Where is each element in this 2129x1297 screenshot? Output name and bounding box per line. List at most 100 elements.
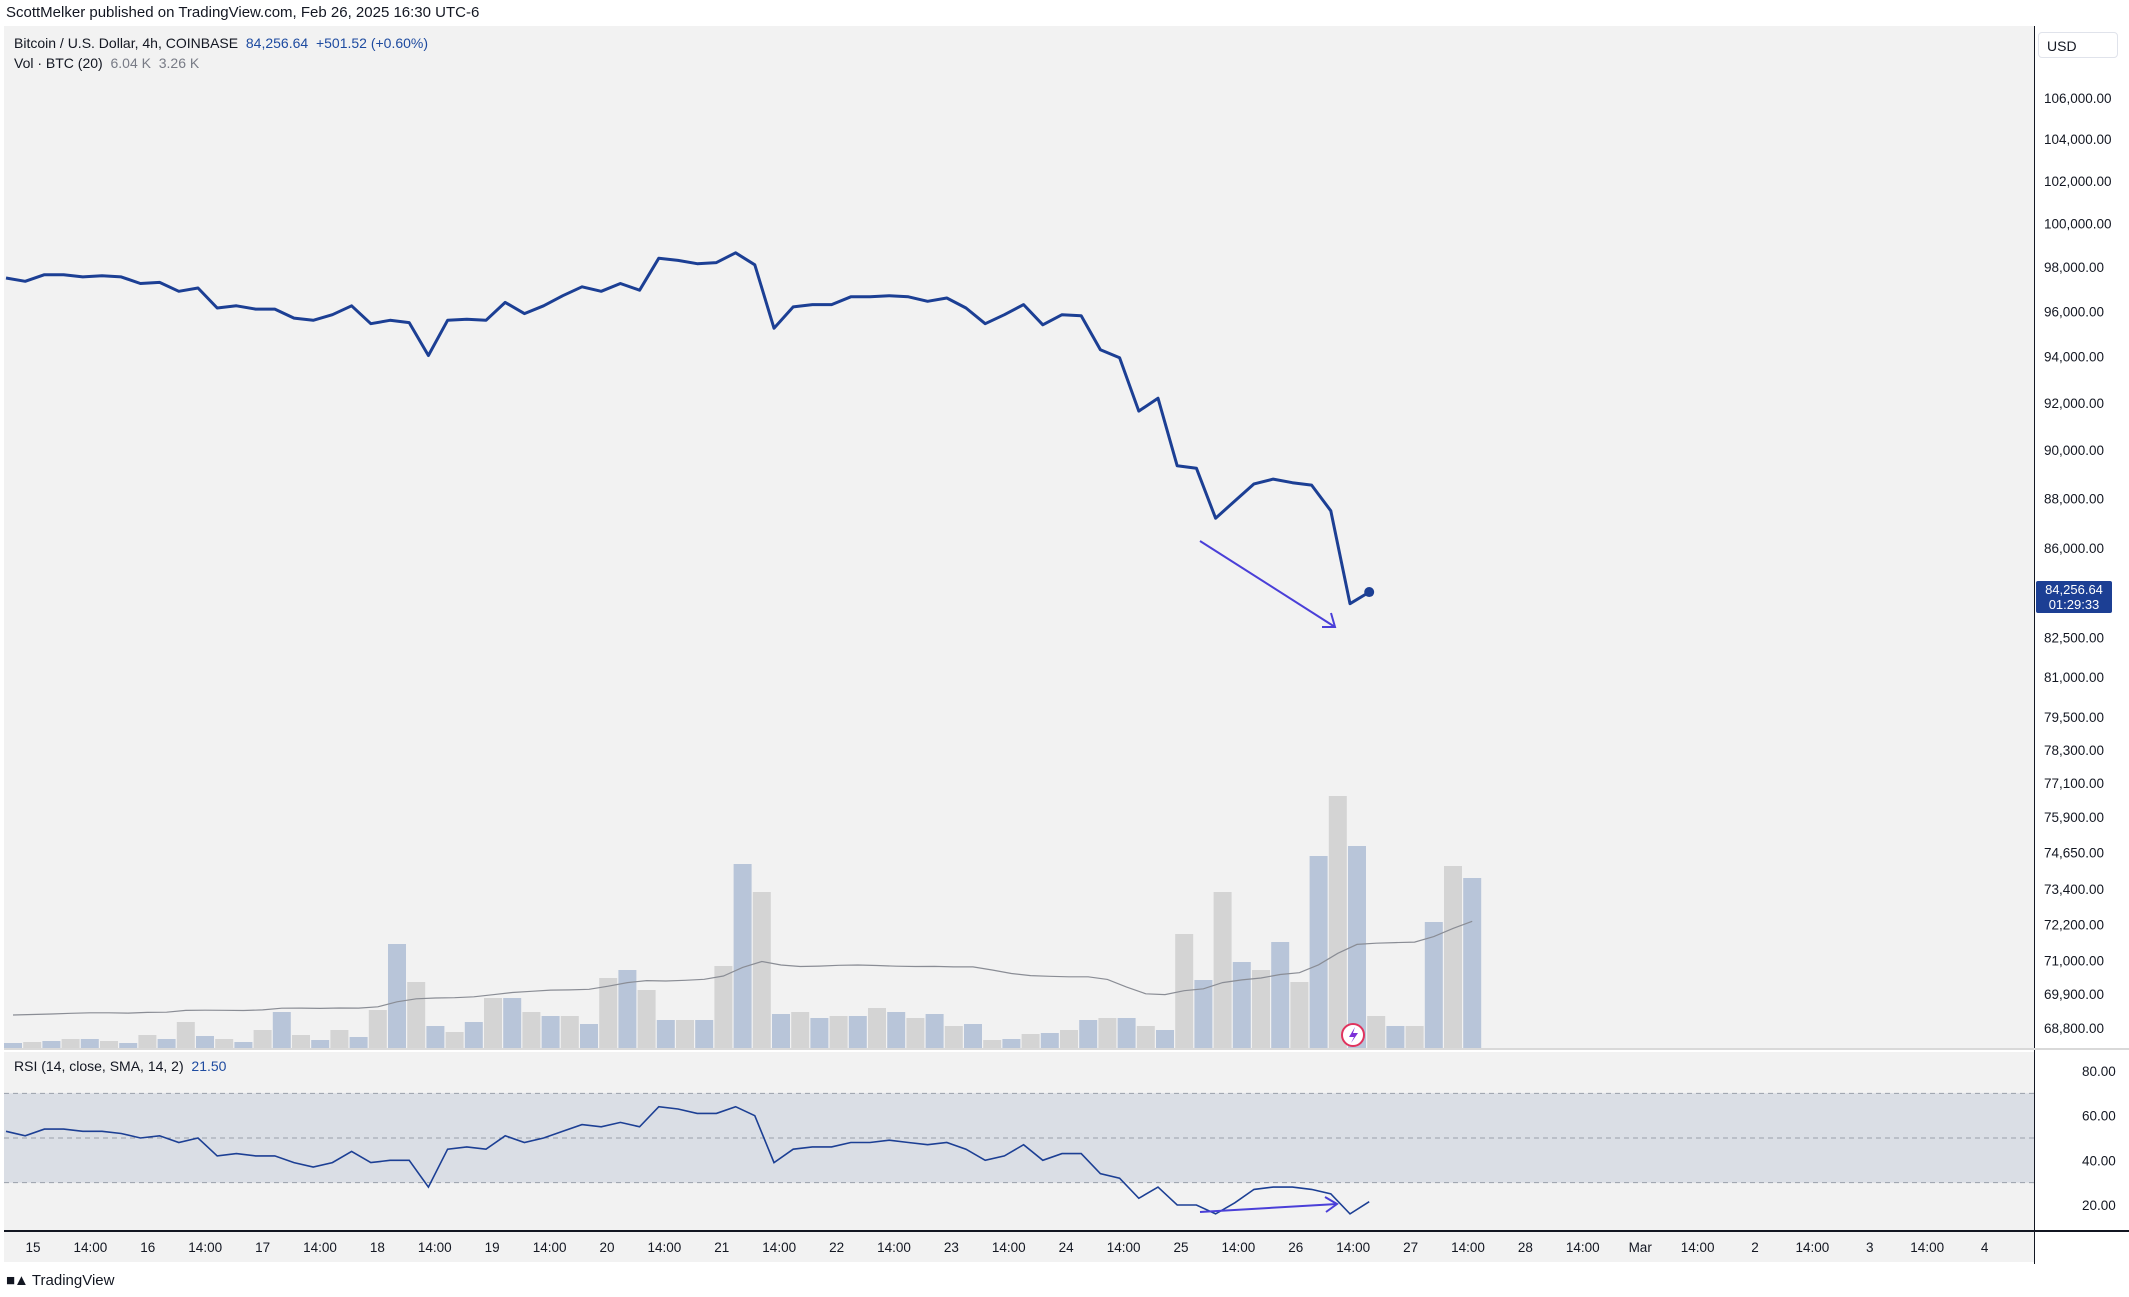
price-axis-tick: 72,200.00 [2044,917,2104,932]
time-axis-tick: 4 [1981,1240,1989,1255]
volume-bar [964,1024,982,1048]
price-axis-tick: 69,900.00 [2044,987,2104,1002]
tradingview-logo[interactable]: ■▲ TradingView [6,1272,114,1289]
brand-name: TradingView [31,1272,115,1289]
volume-label[interactable]: Vol · BTC (20) [14,55,103,71]
volume-bar [714,966,733,1048]
volume-bar [1117,1018,1136,1048]
rsi-label[interactable]: RSI (14, close, SMA, 14, 2) [14,1058,184,1074]
price-axis-tick: 75,900.00 [2044,810,2104,825]
time-axis-tick: 14:00 [1107,1240,1141,1255]
volume-bar [311,1040,330,1048]
time-axis-tick: 14:00 [1910,1240,1944,1255]
volume-bar [676,1020,694,1048]
price-tag-countdown: 01:29:33 [2048,597,2100,612]
volume-bar [119,1043,138,1048]
time-axis-tick: 19 [485,1240,500,1255]
volume-bar [1040,1033,1059,1048]
volume-bar [1271,942,1290,1048]
pane-divider[interactable] [4,1048,2129,1050]
volume-bar [196,1036,214,1048]
time-axis-tick: 14:00 [1566,1240,1600,1255]
rsi-axis-tick: 60.00 [2082,1109,2116,1124]
volume-bar [1021,1034,1040,1048]
rsi-axis-tick: 20.00 [2082,1198,2116,1213]
price-axis-tick: 88,000.00 [2044,492,2104,507]
price-axis-tick: 100,000.00 [2044,217,2112,232]
volume-bar [464,1022,483,1048]
rsi-line[interactable] [5,1105,1370,1215]
volume-bar [1405,1026,1424,1048]
trend-arrow[interactable] [1199,540,1336,628]
price-axis-tick: 90,000.00 [2044,443,2104,458]
volume-bar [1463,878,1482,1048]
price-axis[interactable] [2034,26,2129,1257]
volume-bar [618,970,637,1048]
time-axis-tick: 21 [714,1240,729,1255]
volume-bar [906,1018,925,1048]
volume-bar [4,1043,22,1048]
volume-bar [1213,892,1232,1048]
volume-bar [445,1032,464,1048]
volume-bar [272,1012,291,1048]
price-axis-tick: 106,000.00 [2044,91,2112,106]
volume-bar [80,1039,99,1048]
volume-bar [1136,1026,1155,1048]
symbol-title[interactable]: Bitcoin / U.S. Dollar, 4h, COINBASE [14,35,239,51]
volume-bar [695,1020,714,1048]
volume-bar [330,1030,349,1048]
publisher-line: ScottMelker published on TradingView.com… [6,4,480,21]
time-axis-tick: 20 [599,1240,614,1255]
volume-bar [1232,962,1251,1048]
volume-bar [426,1026,445,1048]
price-axis-tick: 104,000.00 [2044,132,2112,147]
volume-bar [541,1016,560,1048]
volume-bar [1328,796,1347,1048]
volume-bar [1309,856,1328,1048]
rsi-trend-arrow[interactable] [1199,1203,1338,1213]
time-axis-tick: 14:00 [648,1240,682,1255]
symbol-legend[interactable]: Bitcoin / U.S. Dollar, 4h, COINBASE 84,2… [14,35,428,51]
volume-bar [1290,982,1309,1048]
time-axis-tick: 14:00 [1681,1240,1715,1255]
price-axis-tick: 77,100.00 [2044,776,2104,791]
volume-bar [23,1042,42,1048]
time-axis-tick: 15 [25,1240,40,1255]
volume-bar [522,1012,541,1048]
volume-bar [100,1041,118,1048]
price-line[interactable] [5,251,1370,606]
time-axis-tick: Mar [1629,1240,1653,1255]
price-axis-tick: 81,000.00 [2044,670,2104,685]
rsi-axis-tick: 80.00 [2082,1064,2116,1079]
price-pane[interactable] [4,26,2034,1048]
volume-bar [42,1041,61,1048]
currency-selector[interactable]: USD [2038,32,2118,58]
time-axis-tick: 14:00 [74,1240,108,1255]
time-axis-tick: 28 [1518,1240,1533,1255]
price-axis-tick: 98,000.00 [2044,260,2104,275]
volume-bar [560,1016,579,1048]
price-axis-tick: 102,000.00 [2044,174,2112,189]
time-axis-tick: 14:00 [877,1240,911,1255]
volume-bar [887,1012,906,1048]
volume-bar [599,978,618,1048]
time-axis-tick: 14:00 [1222,1240,1256,1255]
price-axis-tick: 79,500.00 [2044,710,2104,725]
axis-divider [2034,26,2035,1264]
volume-value-2: 3.26 K [158,55,200,71]
price-axis-tick: 92,000.00 [2044,396,2104,411]
last-price: 84,256.64 [245,35,309,51]
time-axis[interactable] [4,1232,2034,1262]
volume-bar [503,998,522,1048]
price-axis-tick: 71,000.00 [2044,953,2104,968]
volume-bar [1060,1030,1078,1048]
time-axis-tick: 14:00 [992,1240,1026,1255]
volume-legend[interactable]: Vol · BTC (20) 6.04 K 3.26 K [14,55,199,71]
rsi-band [4,1093,2034,1183]
rsi-legend[interactable]: RSI (14, close, SMA, 14, 2) 21.50 [14,1058,226,1074]
time-axis-tick: 25 [1173,1240,1188,1255]
volume-bar [253,1030,272,1048]
volume-bar [176,1022,195,1048]
volume-bar [733,864,752,1048]
